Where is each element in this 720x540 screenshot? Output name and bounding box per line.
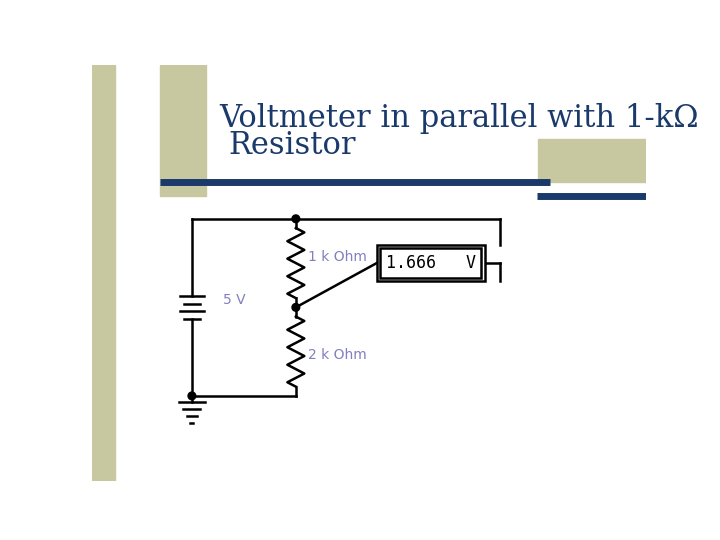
Circle shape: [292, 215, 300, 222]
Bar: [539, 139, 647, 182]
Text: Resistor: Resistor: [228, 130, 356, 161]
Bar: [160, 65, 206, 195]
Bar: [92, 65, 115, 481]
Circle shape: [292, 303, 300, 311]
Text: 2 k Ohm: 2 k Ohm: [308, 348, 367, 362]
Text: 1.666   V: 1.666 V: [386, 254, 476, 272]
Text: 1 k Ohm: 1 k Ohm: [308, 250, 367, 264]
Circle shape: [188, 392, 196, 400]
Text: 5 V: 5 V: [222, 293, 246, 307]
Bar: [379, 248, 482, 278]
Text: Voltmeter in parallel with 1-kΩ: Voltmeter in parallel with 1-kΩ: [219, 103, 698, 134]
Bar: [377, 245, 485, 281]
